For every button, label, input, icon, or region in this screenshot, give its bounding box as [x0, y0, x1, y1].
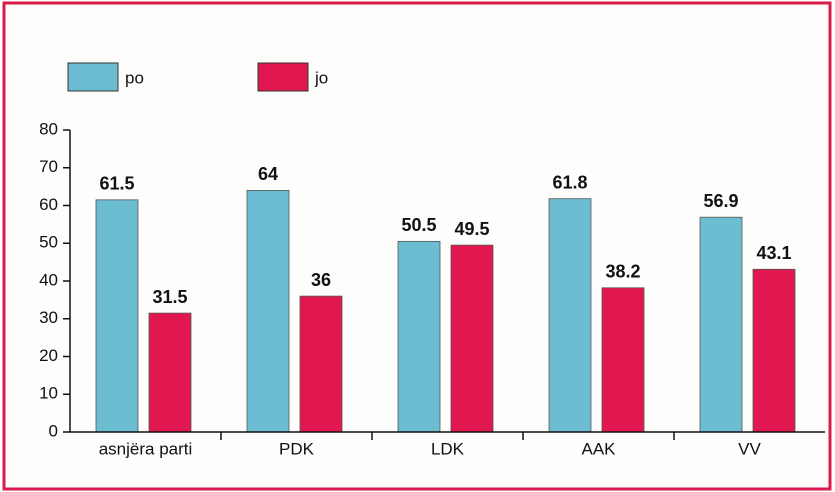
x-tick-label: VV — [738, 439, 761, 458]
bar — [752, 268, 796, 433]
legend-swatch — [257, 62, 309, 92]
y-tick-label: 50 — [39, 233, 58, 252]
bar — [699, 216, 743, 433]
value-label: 61.5 — [99, 174, 134, 194]
legend-label: jo — [314, 68, 328, 87]
bar — [601, 287, 645, 433]
y-tick-label: 10 — [39, 384, 58, 403]
bar — [299, 295, 343, 433]
legend-swatch — [67, 62, 119, 92]
y-tick-label: 0 — [49, 421, 58, 440]
y-tick-label: 70 — [39, 157, 58, 176]
value-label: 49.5 — [454, 219, 489, 239]
x-tick-label: asnjëra parti — [99, 439, 193, 458]
y-tick-label: 60 — [39, 195, 58, 214]
value-label: 56.9 — [703, 191, 738, 211]
value-label: 61.8 — [552, 172, 587, 192]
value-label: 36 — [311, 270, 331, 290]
y-tick-label: 30 — [39, 308, 58, 327]
y-tick-label: 40 — [39, 270, 58, 289]
value-label: 38.2 — [605, 262, 640, 282]
y-tick-label: 20 — [39, 346, 58, 365]
bar — [246, 189, 290, 433]
bar — [548, 198, 592, 433]
x-tick-label: AAK — [581, 439, 616, 458]
value-label: 31.5 — [152, 287, 187, 307]
value-label: 43.1 — [756, 243, 791, 263]
bar — [148, 312, 192, 433]
bar — [450, 244, 494, 433]
value-label: 50.5 — [401, 215, 436, 235]
value-label: 64 — [258, 164, 278, 184]
y-tick-label: 80 — [39, 119, 58, 138]
bar — [95, 199, 139, 433]
legend-label: po — [125, 68, 144, 87]
bar — [397, 240, 441, 433]
x-tick-label: LDK — [431, 439, 465, 458]
x-tick-label: PDK — [279, 439, 315, 458]
